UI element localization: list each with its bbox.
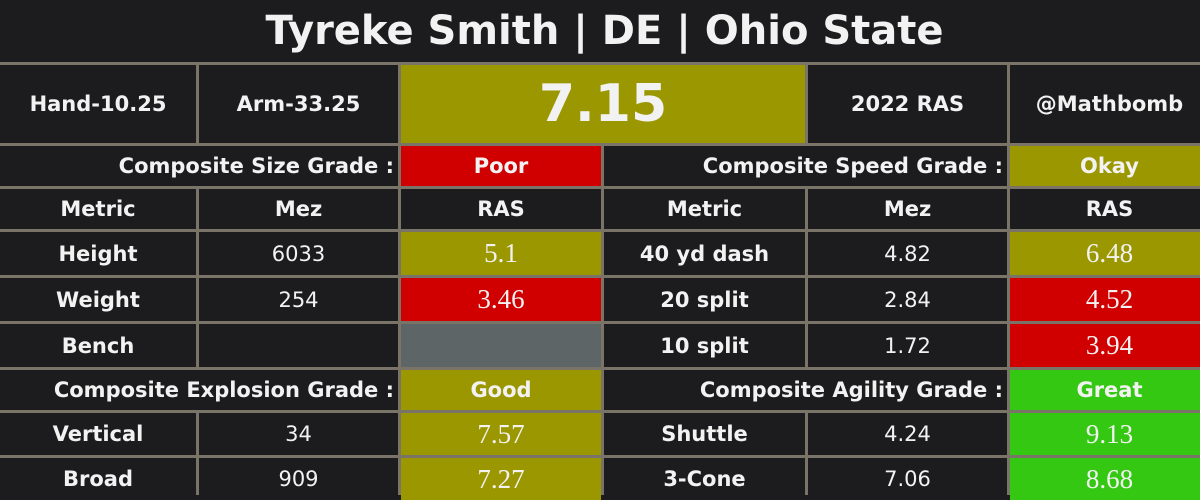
metric-name: Bench xyxy=(0,324,196,367)
metric-name: Height xyxy=(0,232,196,275)
metric-ras: 8.68 xyxy=(1010,458,1200,500)
explosion-grade-label: Composite Explosion Grade : xyxy=(0,370,398,410)
author-handle: @Mathbomb xyxy=(1010,65,1200,143)
metric-name: Weight xyxy=(0,278,196,321)
header-mez: Mez xyxy=(808,189,1007,229)
metric-mez: 4.24 xyxy=(808,413,1007,455)
metric-ras: 3.46 xyxy=(401,278,601,321)
header-mez: Mez xyxy=(199,189,398,229)
metric-name: 20 split xyxy=(604,278,805,321)
hand-size: Hand-10.25 xyxy=(0,65,196,143)
ras-year: 2022 RAS xyxy=(808,65,1007,143)
metric-name: Broad xyxy=(0,458,196,500)
metric-ras: 4.52 xyxy=(1010,278,1200,321)
metric-ras: 9.13 xyxy=(1010,413,1200,455)
metric-name: Vertical xyxy=(0,413,196,455)
header-ras: RAS xyxy=(1010,189,1200,229)
header-ras: RAS xyxy=(401,189,601,229)
speed-grade-label: Composite Speed Grade : xyxy=(604,146,1007,186)
header-metric: Metric xyxy=(0,189,196,229)
arm-length: Arm-33.25 xyxy=(199,65,398,143)
metric-ras: 3.94 xyxy=(1010,324,1200,367)
metric-mez: 7.06 xyxy=(808,458,1007,500)
header-metric: Metric xyxy=(604,189,805,229)
metric-ras: 7.27 xyxy=(401,458,601,500)
metric-mez: 4.82 xyxy=(808,232,1007,275)
explosion-grade: Good xyxy=(401,370,601,410)
metric-mez: 254 xyxy=(199,278,398,321)
metric-ras: 7.57 xyxy=(401,413,601,455)
metric-name: 10 split xyxy=(604,324,805,367)
ras-score: 7.15 xyxy=(401,65,805,143)
agility-grade: Great xyxy=(1010,370,1200,410)
metric-name: 3-Cone xyxy=(604,458,805,500)
size-grade: Poor xyxy=(401,146,601,186)
metric-ras: 6.48 xyxy=(1010,232,1200,275)
speed-grade: Okay xyxy=(1010,146,1200,186)
metric-ras xyxy=(401,324,601,367)
metric-mez: 34 xyxy=(199,413,398,455)
metric-mez: 909 xyxy=(199,458,398,500)
metric-ras: 5.1 xyxy=(401,232,601,275)
metric-mez: 2.84 xyxy=(808,278,1007,321)
metric-name: 40 yd dash xyxy=(604,232,805,275)
metric-mez: 6033 xyxy=(199,232,398,275)
metric-mez xyxy=(199,324,398,367)
size-grade-label: Composite Size Grade : xyxy=(0,146,398,186)
metric-name: Shuttle xyxy=(604,413,805,455)
player-title: Tyreke Smith | DE | Ohio State xyxy=(0,0,1200,62)
metric-mez: 1.72 xyxy=(808,324,1007,367)
agility-grade-label: Composite Agility Grade : xyxy=(604,370,1007,410)
